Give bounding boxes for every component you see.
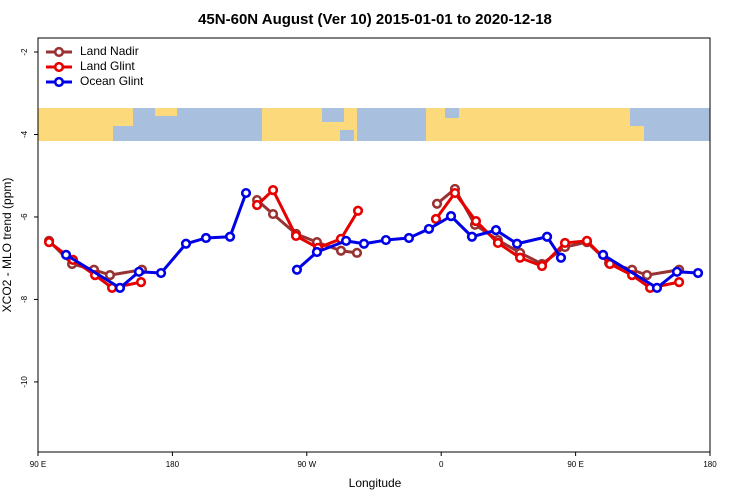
data-point (267, 185, 279, 196)
legend-label: Land Nadir (80, 44, 139, 58)
data-point (673, 277, 685, 288)
data-point (555, 252, 567, 263)
data-point (671, 266, 683, 277)
map-ocean (340, 130, 354, 141)
data-point (651, 282, 663, 293)
chart-title: 45N-60N August (Ver 10) 2015-01-01 to 20… (198, 11, 552, 28)
data-point (449, 187, 461, 199)
data-point (340, 235, 352, 246)
legend-label: Ocean Glint (80, 74, 144, 88)
y-tick-label: -10 (20, 376, 29, 388)
data-point (511, 238, 523, 249)
y-tick-label: -2 (20, 48, 29, 56)
data-point (180, 238, 192, 249)
data-point (692, 267, 704, 279)
x-tick-label: 90 E (567, 460, 583, 469)
data-point (380, 234, 392, 246)
data-point (311, 246, 323, 258)
data-point (358, 238, 370, 249)
y-tick-label: -6 (20, 213, 29, 221)
data-point (291, 264, 303, 275)
data-point (104, 270, 116, 281)
series-line (47, 187, 680, 277)
data-point (114, 282, 126, 293)
legend-marker (53, 46, 65, 58)
data-point (200, 232, 212, 244)
data-point (541, 231, 553, 242)
legend-marker (53, 61, 65, 73)
data-point (514, 252, 526, 263)
y-tick-label: -4 (20, 130, 29, 138)
map-land (426, 108, 644, 141)
data-point (155, 267, 167, 279)
x-tick-label: 0 (439, 460, 444, 469)
data-point (466, 231, 478, 242)
data-point (597, 249, 609, 260)
legend-label: Land Glint (80, 59, 135, 73)
y-tick-label: -8 (20, 295, 29, 303)
data-point (430, 213, 442, 225)
map-land (155, 108, 177, 116)
data-point (403, 232, 415, 244)
data-point (559, 237, 571, 249)
data-point (536, 260, 548, 272)
x-tick-label: 180 (703, 460, 717, 469)
data-point (290, 230, 302, 242)
data-point (251, 199, 263, 211)
data-point (335, 245, 347, 256)
data-point (423, 223, 435, 235)
map-ocean (322, 108, 344, 122)
data-point (445, 211, 457, 222)
data-point (240, 187, 252, 199)
data-point (581, 235, 593, 246)
map-land (38, 108, 113, 141)
data-point (470, 215, 482, 227)
data-point (224, 231, 236, 242)
map-land (113, 108, 133, 126)
map-band (38, 108, 710, 141)
x-axis-label: Longitude (349, 476, 402, 490)
data-point (431, 198, 443, 209)
data-point (641, 270, 653, 281)
data-point (135, 277, 147, 288)
data-point (43, 237, 55, 248)
legend-marker (53, 76, 65, 88)
data-point (267, 208, 279, 220)
data-point (352, 205, 364, 216)
plot-frame (37, 37, 711, 453)
x-tick-label: 180 (166, 460, 180, 469)
data-point (60, 249, 72, 260)
x-tick-label: 90 E (30, 460, 46, 469)
map-ocean (630, 108, 650, 126)
x-tick-label: 90 W (297, 460, 316, 469)
y-axis-label: XCO2 - MLO trend (ppm) (0, 178, 14, 313)
data-point (490, 225, 502, 236)
data-point (492, 237, 504, 249)
map-ocean (445, 108, 459, 118)
data-point (351, 247, 363, 258)
data-point (133, 266, 145, 277)
